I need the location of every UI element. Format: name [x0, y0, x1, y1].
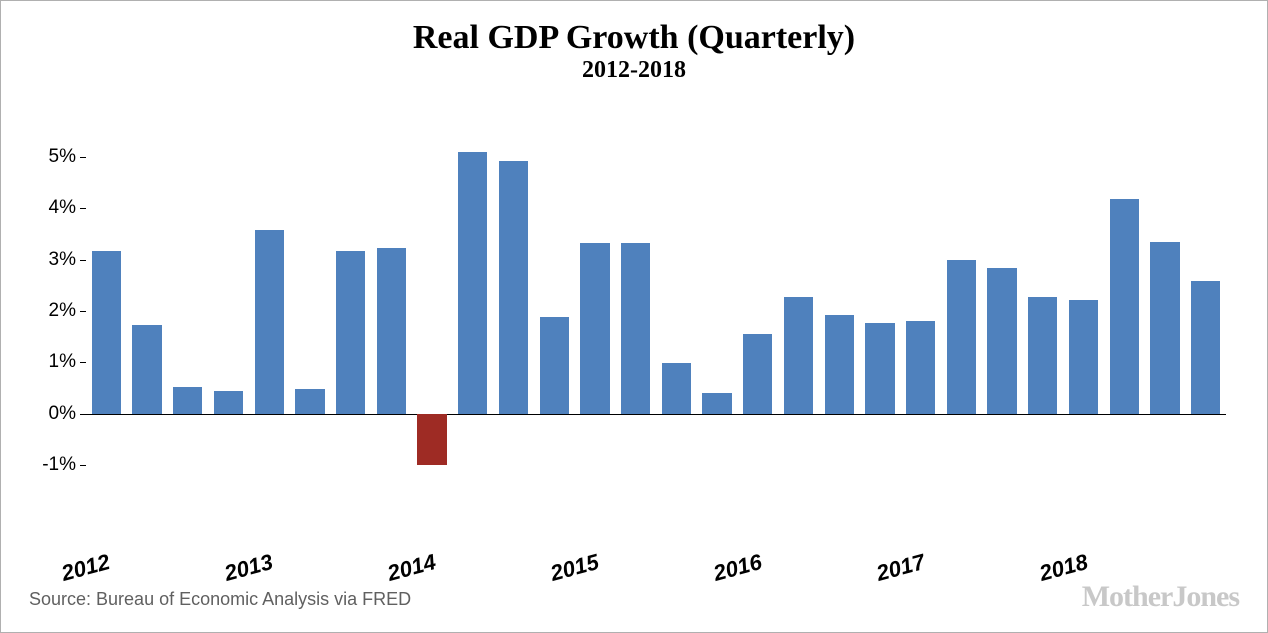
x-year-label: 2016	[710, 549, 764, 587]
y-tick-label: 1%	[49, 351, 76, 373]
bar	[662, 363, 691, 413]
y-tick-mark	[80, 362, 86, 363]
bar	[540, 317, 569, 414]
chart-title: Real GDP Growth (Quarterly)	[1, 1, 1267, 56]
y-tick-label: 2%	[49, 300, 76, 322]
zero-axis-line	[86, 414, 1226, 416]
bar	[1150, 242, 1179, 414]
bar	[132, 325, 161, 414]
bar	[255, 230, 284, 414]
bar	[173, 387, 202, 414]
bar	[1028, 297, 1057, 414]
x-year-label: 2015	[548, 549, 602, 587]
y-tick-label: 3%	[49, 249, 76, 271]
y-tick-label: 5%	[49, 146, 76, 168]
y-tick-label: 0%	[49, 403, 76, 425]
bar	[295, 389, 324, 414]
x-year-label: 2013	[222, 549, 276, 587]
y-tick-mark	[80, 465, 86, 466]
bar	[377, 248, 406, 414]
publisher-logo: MotherJones	[1082, 580, 1239, 614]
plot-area: -1%0%1%2%3%4%5%2012201320142015201620172…	[86, 131, 1226, 491]
bar	[743, 334, 772, 414]
bar	[825, 315, 854, 414]
bar	[947, 260, 976, 414]
bar	[702, 393, 731, 414]
bar	[580, 243, 609, 414]
x-year-label: 2017	[873, 549, 927, 587]
bar	[1069, 300, 1098, 414]
bar	[865, 323, 894, 414]
bar	[417, 414, 446, 465]
bar	[1191, 281, 1220, 414]
bar	[987, 268, 1016, 414]
bar	[784, 297, 813, 414]
bar	[336, 251, 365, 414]
y-tick-mark	[80, 414, 86, 415]
bar	[214, 391, 243, 414]
x-year-label: 2014	[385, 549, 439, 587]
bar	[458, 152, 487, 414]
y-tick-label: -1%	[42, 454, 76, 476]
bar	[906, 321, 935, 414]
bar	[1110, 199, 1139, 413]
y-tick-mark	[80, 208, 86, 209]
chart-container: Real GDP Growth (Quarterly) 2012-2018 -1…	[0, 0, 1268, 633]
x-year-label: 2012	[59, 549, 113, 587]
source-text: Source: Bureau of Economic Analysis via …	[29, 589, 411, 610]
chart-subtitle: 2012-2018	[1, 56, 1267, 85]
y-tick-mark	[80, 157, 86, 158]
y-tick-mark	[80, 311, 86, 312]
y-tick-label: 4%	[49, 197, 76, 219]
bar	[92, 251, 121, 414]
bar	[621, 243, 650, 414]
y-tick-mark	[80, 260, 86, 261]
bar	[499, 161, 528, 414]
